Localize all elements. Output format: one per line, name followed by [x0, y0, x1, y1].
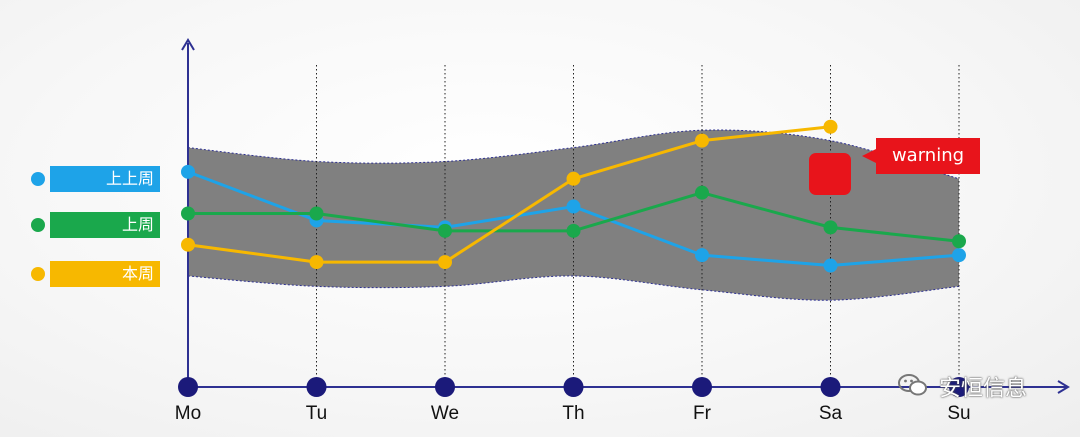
normal-range-band — [188, 130, 959, 301]
data-point-1-sa — [823, 220, 838, 235]
data-point-0-fr — [695, 248, 709, 263]
x-axis-marker-we — [435, 377, 455, 397]
legend-dot — [31, 218, 45, 232]
data-point-0-sa — [823, 258, 838, 273]
x-axis-marker-su — [949, 377, 969, 397]
legend-label: 上上周 — [50, 166, 160, 192]
legend-item-two-weeks-ago: 上上周 — [28, 166, 160, 192]
x-tick-label: Th — [562, 403, 584, 424]
watermark: 安恒信息 — [898, 373, 1027, 403]
x-axis-marker-th — [563, 377, 584, 397]
data-point-2-tu — [309, 255, 324, 270]
data-point-2-fr — [695, 133, 709, 148]
data-point-1-th — [566, 223, 581, 238]
x-axis-arrow — [1057, 380, 1070, 394]
legend-dot — [31, 267, 45, 281]
x-tick-label: Sa — [819, 403, 843, 424]
x-axis-marker-fr — [692, 377, 712, 397]
data-point-2-mo — [181, 237, 195, 252]
data-point-2-we — [438, 255, 452, 270]
legend-dot — [31, 172, 45, 186]
x-axis-marker-sa — [820, 377, 841, 397]
x-tick-label: We — [431, 403, 459, 424]
data-point-0-mo — [181, 164, 195, 179]
legend-item-this-week: 本周 — [28, 261, 160, 287]
legend-item-last-week: 上周 — [28, 212, 160, 238]
data-point-1-mo — [181, 206, 195, 221]
data-point-2-sa — [823, 119, 838, 134]
wechat-icon — [898, 373, 928, 406]
data-point-2-th — [566, 171, 581, 186]
data-point-1-we — [438, 223, 452, 238]
x-tick-label: Fr — [693, 403, 712, 424]
warning-highlight-box — [809, 153, 851, 195]
x-axis-marker-tu — [306, 377, 327, 397]
series-line-2 — [187, 125, 831, 264]
data-point-1-su — [952, 234, 966, 249]
x-tick-label: Mo — [175, 403, 201, 424]
legend-label: 本周 — [50, 261, 160, 287]
legend-label: 上周 — [50, 212, 160, 238]
data-point-1-tu — [309, 206, 324, 221]
warning-callout: warning — [862, 138, 980, 174]
watermark-text: 安恒信息 — [939, 376, 1028, 402]
data-point-1-fr — [695, 185, 709, 200]
data-point-0-th — [566, 199, 581, 214]
x-tick-label: Tu — [306, 403, 327, 424]
y-axis-arrow — [181, 38, 195, 51]
x-tick-label: Su — [947, 403, 970, 424]
x-axis-marker-mo — [178, 377, 198, 397]
data-point-0-su — [952, 248, 966, 263]
